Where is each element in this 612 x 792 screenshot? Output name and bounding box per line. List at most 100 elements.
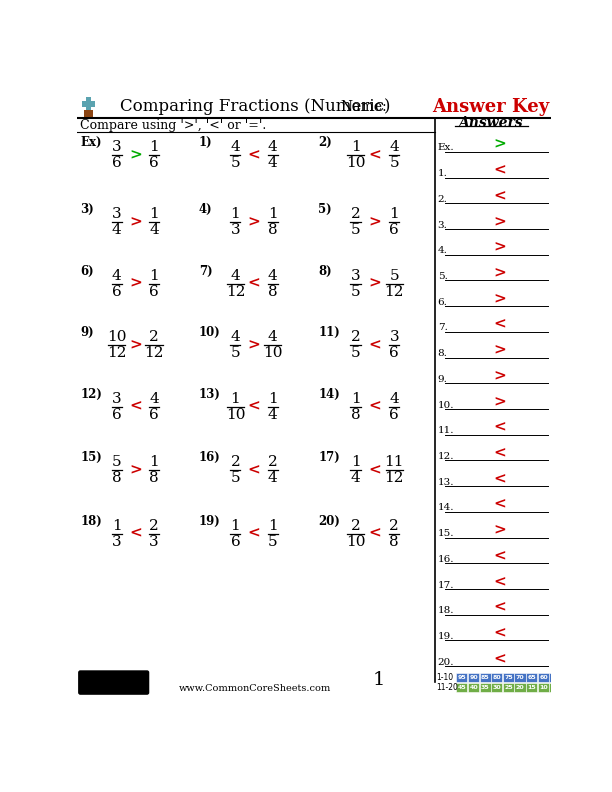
Text: 12: 12	[144, 346, 164, 360]
Text: 20.: 20.	[438, 658, 454, 667]
Text: >: >	[248, 215, 260, 229]
Text: 2): 2)	[318, 136, 332, 149]
Text: <: <	[493, 472, 506, 486]
Text: 3: 3	[112, 535, 122, 549]
Text: 80: 80	[493, 675, 501, 680]
Text: 90: 90	[469, 675, 478, 680]
Bar	[491, 683, 502, 692]
Text: 4: 4	[389, 140, 399, 154]
Text: 70: 70	[516, 675, 524, 680]
Bar	[549, 672, 561, 682]
Text: 75: 75	[504, 675, 513, 680]
Bar	[537, 672, 549, 682]
Text: <: <	[493, 189, 506, 204]
Text: 1: 1	[149, 268, 159, 283]
Text: 5: 5	[112, 455, 122, 469]
Text: <: <	[248, 276, 260, 291]
Text: 25: 25	[504, 685, 513, 690]
Text: 5: 5	[231, 471, 240, 485]
Bar	[561, 672, 572, 682]
Text: 3: 3	[389, 330, 399, 345]
Text: 5: 5	[231, 346, 240, 360]
Bar	[537, 683, 549, 692]
Bar	[514, 672, 526, 682]
Text: <: <	[493, 550, 506, 563]
Text: <: <	[248, 148, 260, 162]
Text: 7.: 7.	[438, 323, 447, 333]
Text: 12: 12	[107, 346, 127, 360]
Text: 40: 40	[469, 685, 478, 690]
Text: 1: 1	[351, 392, 360, 406]
Text: <: <	[368, 338, 381, 352]
Text: 10: 10	[263, 346, 282, 360]
Bar	[561, 683, 572, 692]
Text: <: <	[493, 653, 506, 666]
Text: Name:: Name:	[340, 100, 387, 113]
Bar	[86, 97, 91, 113]
Text: 5: 5	[389, 156, 399, 170]
Text: >: >	[129, 215, 142, 229]
Text: Math: Math	[89, 674, 138, 691]
Text: >: >	[129, 148, 142, 162]
Bar	[526, 683, 537, 692]
Text: 12): 12)	[80, 388, 102, 401]
Text: 4): 4)	[199, 203, 212, 216]
Text: 4: 4	[112, 268, 122, 283]
Text: <: <	[493, 164, 506, 177]
Text: <: <	[493, 421, 506, 435]
Text: 4.: 4.	[438, 246, 447, 255]
Text: 15.: 15.	[438, 529, 454, 539]
Text: 6): 6)	[80, 265, 94, 277]
Text: 6: 6	[112, 408, 122, 422]
Text: 1: 1	[149, 140, 159, 154]
Text: 65: 65	[528, 675, 536, 680]
Text: 6: 6	[389, 346, 399, 360]
Text: <: <	[129, 400, 142, 414]
Text: 5: 5	[389, 268, 399, 283]
Text: 95: 95	[458, 675, 466, 680]
Text: >: >	[493, 369, 506, 383]
Text: 6: 6	[389, 408, 399, 422]
Text: 6: 6	[112, 156, 122, 170]
Text: 9): 9)	[80, 326, 94, 339]
Text: 13): 13)	[199, 388, 221, 401]
Text: 6: 6	[389, 223, 399, 238]
Text: 20: 20	[516, 685, 524, 690]
Text: 2: 2	[149, 330, 159, 345]
Text: 12: 12	[226, 285, 245, 299]
Text: 12.: 12.	[438, 452, 454, 461]
Text: 11: 11	[384, 455, 404, 469]
Text: <: <	[368, 400, 381, 414]
Text: 5: 5	[231, 156, 240, 170]
Text: 4: 4	[112, 223, 122, 238]
Text: >: >	[493, 344, 506, 358]
Text: 2: 2	[351, 519, 360, 533]
Text: 3): 3)	[80, 203, 94, 216]
Text: 4: 4	[267, 330, 277, 345]
Text: 10: 10	[226, 408, 245, 422]
Text: 17.: 17.	[438, 581, 454, 590]
Text: 4: 4	[389, 392, 399, 406]
Text: 3: 3	[112, 140, 122, 154]
Text: <: <	[493, 498, 506, 512]
Bar	[468, 683, 479, 692]
Text: 1: 1	[373, 672, 385, 689]
Bar	[82, 101, 95, 108]
Text: 1.: 1.	[438, 169, 447, 178]
Text: 1: 1	[231, 392, 241, 406]
Text: 10: 10	[346, 156, 365, 170]
Text: 5: 5	[351, 223, 360, 238]
Text: 19): 19)	[199, 515, 221, 527]
Text: <: <	[493, 575, 506, 589]
Text: 2: 2	[351, 207, 360, 221]
Text: 1: 1	[389, 207, 399, 221]
Text: <: <	[129, 527, 142, 541]
Text: 1: 1	[267, 519, 277, 533]
Text: 18.: 18.	[438, 607, 454, 615]
Text: Answer Key: Answer Key	[431, 97, 549, 116]
Text: 7): 7)	[199, 265, 212, 277]
Text: 1: 1	[231, 519, 241, 533]
Text: 3: 3	[112, 207, 122, 221]
Text: 6: 6	[231, 535, 241, 549]
Text: 4: 4	[149, 223, 159, 238]
